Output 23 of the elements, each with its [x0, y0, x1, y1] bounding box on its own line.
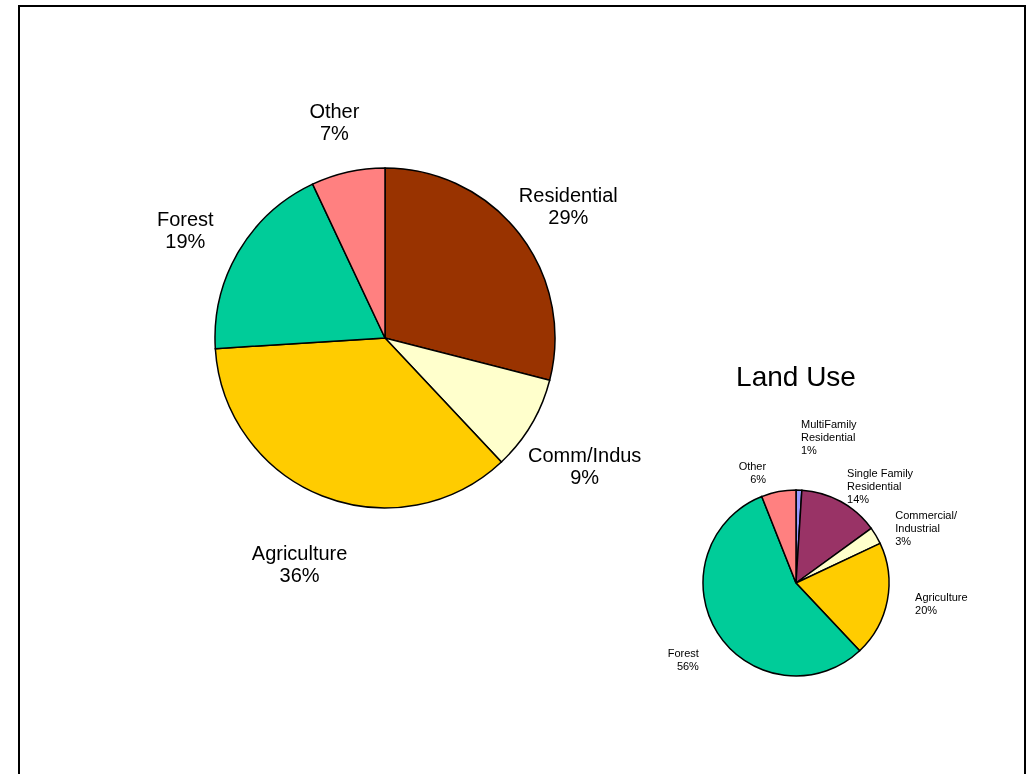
- slice-label: Other: [738, 459, 767, 472]
- data-label: 20%: [915, 604, 938, 617]
- slice-label: Other: [309, 99, 360, 122]
- slice-label: MultiFamily Residential: [800, 418, 858, 444]
- slice-label: Comm/Indus: [528, 444, 642, 467]
- slice-label: Agriculture: [915, 591, 968, 604]
- data-label: 36%: [279, 563, 320, 586]
- data-label: 19%: [165, 229, 206, 252]
- data-label: 1%: [800, 444, 818, 457]
- data-label: 14%: [847, 493, 870, 506]
- chart-title: Land Use: [736, 361, 856, 392]
- data-label: 7%: [319, 121, 350, 144]
- slice-label: Single Family Residential: [847, 467, 914, 493]
- data-label: 56%: [676, 659, 700, 672]
- data-label: 6%: [750, 472, 767, 485]
- slice-label: Commercial/ Industrial: [895, 508, 958, 534]
- slice-label: Forest: [667, 646, 699, 659]
- data-label: 29%: [548, 205, 589, 228]
- data-label: 9%: [570, 466, 600, 489]
- slice-label: Agriculture: [251, 541, 348, 564]
- slice-label: Forest: [156, 207, 215, 230]
- slice-label: Residential: [518, 183, 618, 206]
- data-label: 3%: [895, 534, 912, 547]
